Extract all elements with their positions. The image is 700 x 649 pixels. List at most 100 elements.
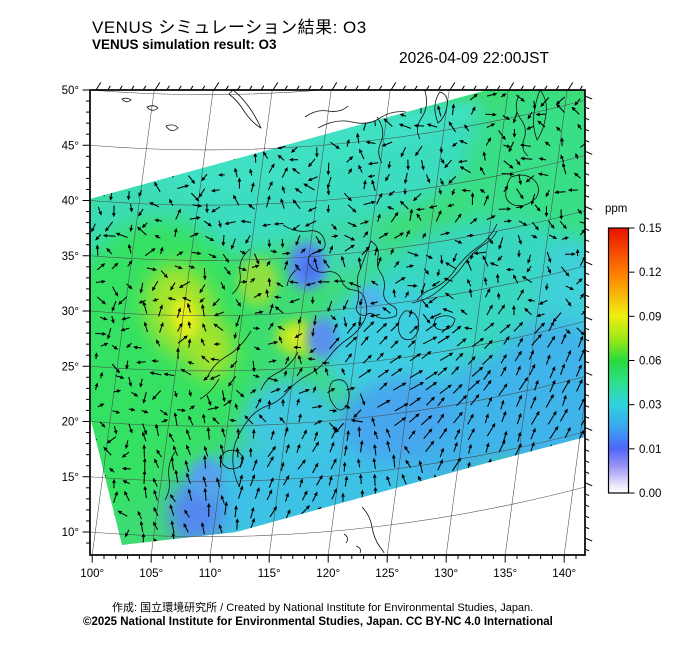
wind-arrow (537, 172, 549, 177)
wind-arrow (578, 442, 584, 453)
wind-arrow (283, 370, 288, 377)
wind-arrow (486, 486, 493, 499)
wind-arrow (248, 447, 253, 457)
parallel-line (90, 320, 585, 372)
wind-arrow (128, 407, 136, 412)
wind-arrow (203, 375, 210, 381)
wind-arrow (220, 281, 225, 291)
wind-arrow (94, 352, 99, 360)
wind-arrow (517, 234, 522, 245)
wind-arrow (312, 386, 317, 393)
wind-arrow (146, 267, 157, 272)
wind-arrow (486, 509, 491, 519)
wind-arrow (172, 445, 179, 456)
wind-arrow (90, 438, 97, 445)
wind-arrow (128, 423, 133, 434)
wind-arrow (201, 355, 210, 363)
wind-arrow (394, 403, 409, 412)
coastline (515, 94, 529, 157)
wind-arrow (312, 404, 323, 409)
wind-arrow (120, 159, 130, 163)
wind-arrow (452, 253, 458, 263)
wind-arrow (451, 325, 462, 334)
wind-arrow (447, 203, 455, 208)
wind-arrow (502, 115, 511, 120)
wind-arrow (126, 342, 132, 349)
wind-arrow (282, 251, 291, 256)
wind-arrow (90, 530, 99, 536)
wind-arrow (486, 422, 496, 437)
wind-arrow (556, 126, 562, 132)
wind-arrow (154, 218, 163, 223)
wind-arrow (308, 158, 316, 168)
wind-arrow (359, 97, 367, 102)
wind-arrow (422, 300, 429, 309)
wind-arrow (469, 476, 475, 488)
wind-arrow (344, 475, 349, 487)
wind-arrow (100, 342, 109, 347)
wind-arrow (503, 185, 509, 193)
wind-arrow (288, 280, 299, 285)
wind-arrow (152, 390, 162, 400)
wind-arrow (95, 234, 102, 241)
wind-arrow (517, 288, 524, 301)
wind-arrow (142, 391, 147, 404)
wind-arrow (251, 428, 256, 439)
wind-arrow (312, 441, 320, 452)
wind-arrow (97, 127, 108, 132)
wind-arrow (106, 327, 112, 340)
axis-tick (130, 85, 135, 91)
wind-arrow (344, 506, 349, 517)
wind-arrow (357, 520, 362, 532)
wind-arrow (295, 235, 301, 246)
wind-arrow (176, 251, 184, 256)
wind-arrow (560, 266, 570, 277)
wind-arrow (394, 417, 407, 427)
axis-tick (390, 82, 397, 91)
wind-arrow (124, 490, 130, 502)
wind-arrow (112, 410, 121, 414)
wind-arrow (578, 397, 585, 410)
wind-arrow (516, 394, 522, 407)
wind-arrow (453, 411, 463, 424)
axis-tick (95, 82, 102, 91)
wind-arrow (307, 176, 318, 182)
wind-arrow (575, 364, 582, 377)
wind-arrow (270, 115, 276, 126)
wind-arrow (191, 251, 202, 256)
wind-arrow (503, 335, 510, 345)
axis-tick (296, 85, 300, 91)
wind-arrow (420, 415, 433, 426)
wind-arrow (254, 310, 264, 315)
wind-arrow (111, 363, 121, 374)
wind-arrow (503, 219, 513, 224)
wind-arrow (577, 123, 582, 130)
wind-arrow (464, 124, 470, 132)
wind-arrow (358, 369, 372, 379)
meridian-line (150, 90, 214, 555)
wind-arrow (415, 207, 425, 212)
wind-arrow (189, 142, 198, 148)
axis-tick (584, 228, 590, 231)
axis-tick (508, 82, 515, 91)
wind-arrow (200, 522, 205, 535)
wind-arrow (269, 505, 278, 518)
wind-arrow (136, 360, 146, 365)
wind-arrow (360, 534, 365, 545)
wind-arrow (304, 220, 317, 227)
wind-arrow (177, 129, 191, 135)
wind-arrow (169, 432, 175, 443)
meridian-line (445, 90, 509, 555)
wind-arrow (321, 361, 330, 365)
o3-field-blob (240, 380, 340, 460)
wind-arrow (158, 140, 171, 146)
wind-arrow (531, 333, 542, 346)
axis-tick (567, 82, 574, 91)
wind-arrow (579, 293, 585, 300)
wind-arrow (156, 449, 162, 458)
wind-arrow (559, 408, 568, 422)
wind-arrow (105, 221, 114, 232)
axis-tick (584, 415, 590, 419)
wind-arrow (404, 445, 410, 454)
wind-arrow (505, 267, 514, 272)
